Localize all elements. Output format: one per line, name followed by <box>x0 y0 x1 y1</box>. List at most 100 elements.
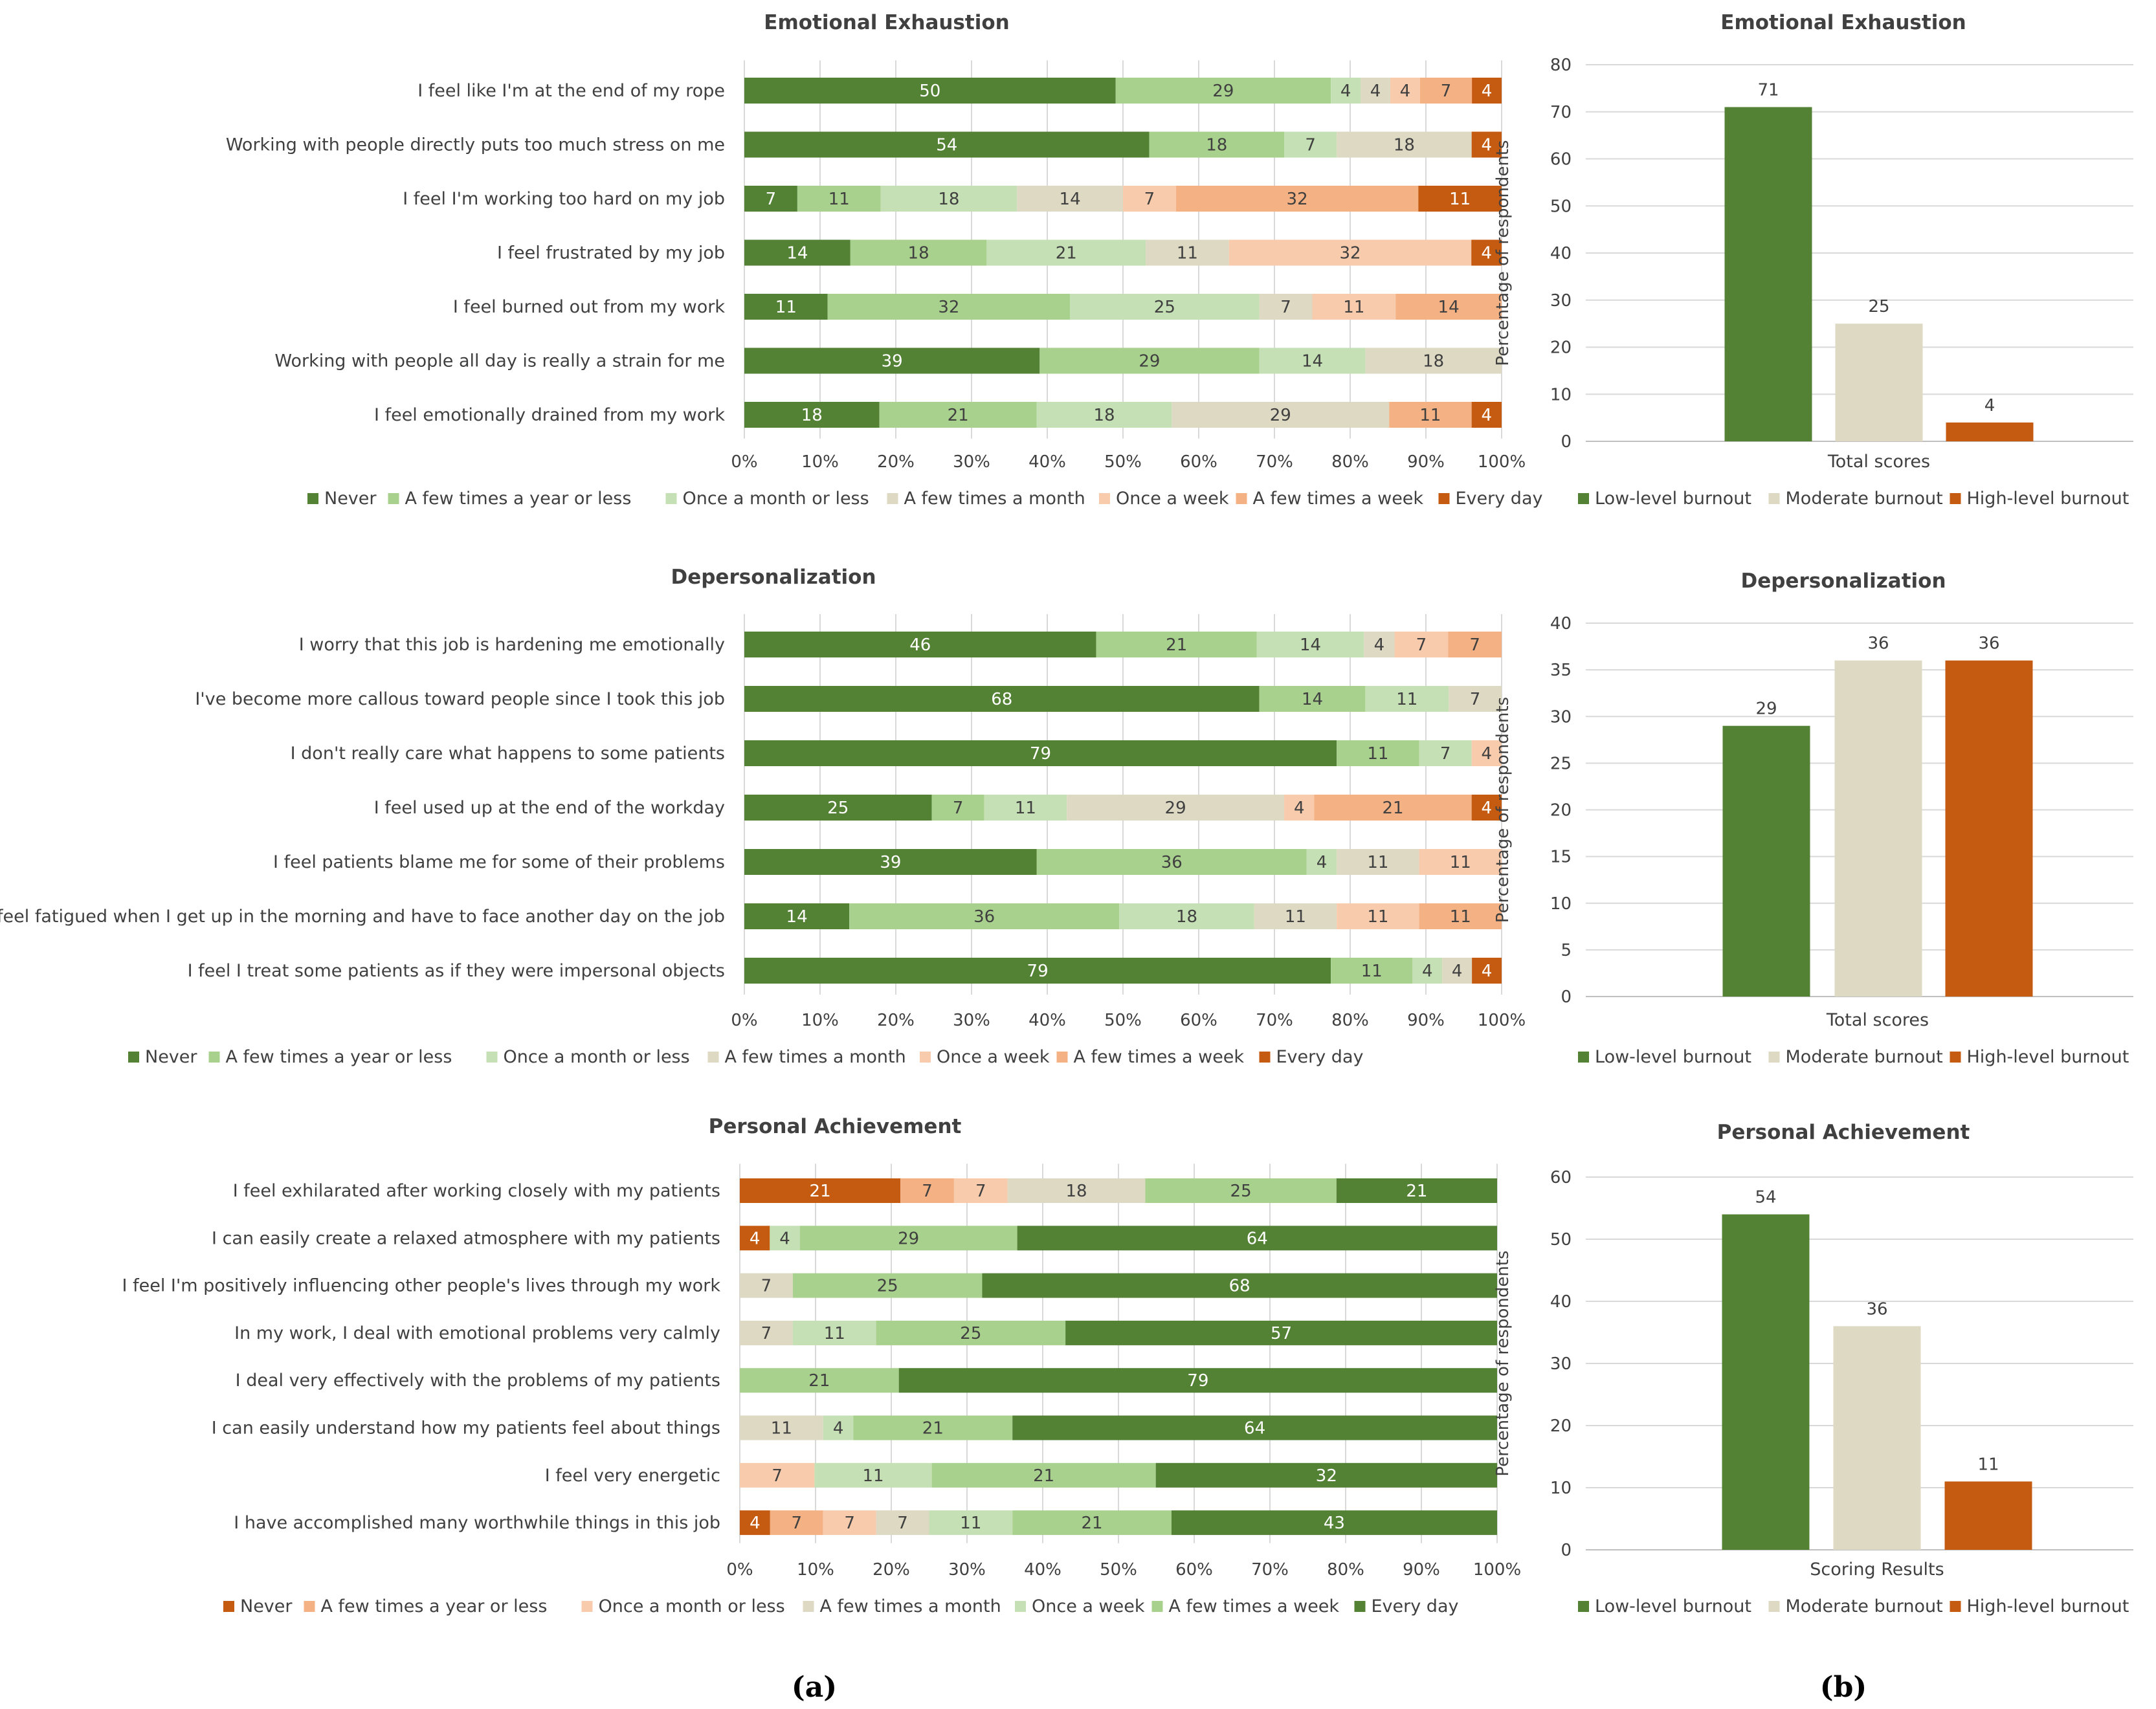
data-label: 36 <box>1161 853 1183 872</box>
bar-segment <box>1390 78 1420 104</box>
legend-label: Moderate burnout <box>1786 1596 1943 1616</box>
y-tick-label: 80 <box>1550 56 1572 75</box>
data-label: 32 <box>938 298 959 317</box>
y-tick-label: 30 <box>1550 291 1572 311</box>
data-label: 7 <box>1469 635 1480 655</box>
data-label: 7 <box>761 1277 772 1296</box>
chart-dp-total: Depersonalization 0 5 10 15 20 25 30 35 40 Percent… <box>1493 569 2133 1067</box>
bar-segment <box>1171 1510 1497 1536</box>
legend-swatch <box>1950 1052 1961 1063</box>
data-label: 36 <box>973 907 995 927</box>
chart-pa-items: Personal Achievement 0% 10% 20% 30% 40% 50% 60%… <box>122 1115 1522 1616</box>
category-label: I feel exhilarated after working closely… <box>233 1181 720 1201</box>
bar <box>1724 107 1812 442</box>
data-label: 25 <box>877 1277 898 1296</box>
x-tick-label: 20% <box>877 1011 915 1030</box>
y-tick-label: 20 <box>1550 338 1572 358</box>
chart-title: Depersonalization <box>1740 569 1946 593</box>
chart-title: Emotional Exhaustion <box>764 11 1009 34</box>
bar-segment <box>770 1226 800 1251</box>
legend-swatch <box>803 1601 814 1612</box>
x-tick-label: 50% <box>1104 452 1142 472</box>
data-label: 11 <box>828 190 850 209</box>
data-label: 4 <box>1481 244 1492 263</box>
bar-segment <box>984 795 1067 821</box>
data-label: 32 <box>1287 190 1308 209</box>
bar-segment <box>1412 958 1443 984</box>
bar-segment <box>1259 347 1366 374</box>
bar-segment <box>931 1462 1156 1488</box>
data-label: 11 <box>1449 190 1471 209</box>
data-label: 11 <box>1285 907 1306 927</box>
bar-segment <box>1314 795 1472 821</box>
data-label: 4 <box>1340 82 1351 101</box>
bar-segment <box>814 1462 932 1488</box>
category-label: I feel burned out from my work <box>453 297 725 317</box>
y-tick-label: 50 <box>1550 1230 1572 1250</box>
x-tick-label: 90% <box>1407 452 1445 472</box>
data-label: 11 <box>1450 907 1471 927</box>
bar-segment <box>744 294 828 320</box>
bar-segment <box>1284 131 1337 158</box>
chart-ee-items: Emotional Exhaustion 0% 10% 20% 30% 40% 50% 60%… <box>226 11 1543 509</box>
data-label: 18 <box>1423 352 1444 371</box>
legend-label: High-level burnout <box>1967 1596 2129 1616</box>
y-tick-label: 5 <box>1561 941 1572 960</box>
x-tick-label: 20% <box>872 1560 910 1580</box>
chart-title: Emotional Exhaustion <box>1720 11 1966 34</box>
legend-swatch <box>1768 493 1780 504</box>
data-label: 25 <box>1230 1182 1252 1201</box>
data-label: 4 <box>1370 82 1381 101</box>
data-label: 79 <box>1030 744 1051 764</box>
y-tick-label: 60 <box>1550 150 1572 170</box>
legend-label: Moderate burnout <box>1786 1047 1943 1067</box>
data-label: 21 <box>808 1371 830 1391</box>
data-label: 18 <box>1206 136 1227 155</box>
category-label: I feel patients blame me for some of the… <box>273 852 725 872</box>
x-tick-label: 70% <box>1256 452 1293 472</box>
bar-segment <box>1337 740 1419 766</box>
chart-ee-total: Emotional Exhaustion 0 10 20 30 40 50 60 70 80 Per… <box>1493 11 2133 509</box>
legend-label: Once a week <box>937 1047 1050 1067</box>
category-label: I can easily understand how my patients … <box>212 1418 720 1439</box>
bar-segment <box>770 1510 823 1536</box>
bar <box>1722 1214 1810 1550</box>
bar-segment <box>1361 78 1390 104</box>
legend-label: Once a month or less <box>504 1047 690 1067</box>
bar <box>1944 1481 2032 1550</box>
data-label: 21 <box>1033 1466 1054 1486</box>
data-label: 4 <box>1482 82 1493 101</box>
bar-segment <box>744 903 850 929</box>
y-tick-label: 40 <box>1550 1292 1572 1312</box>
legend-label: A few times a month <box>725 1047 906 1067</box>
data-label: 21 <box>948 406 969 425</box>
bar-segment <box>827 294 1071 320</box>
data-label: 11 <box>1177 244 1198 263</box>
data-label: 25 <box>1868 297 1889 316</box>
bar-segment <box>1365 347 1502 374</box>
data-label: 54 <box>1755 1188 1776 1207</box>
data-label: 4 <box>1317 853 1328 872</box>
data-label: 18 <box>938 190 959 209</box>
data-label: 11 <box>960 1514 981 1533</box>
bar-segment <box>740 1510 770 1536</box>
y-tick-label: 30 <box>1550 707 1572 727</box>
data-label: 4 <box>1482 744 1493 764</box>
chart-title: Depersonalization <box>671 566 876 589</box>
data-label: 7 <box>922 1182 933 1201</box>
category-label: I have accomplished many worthwhile thin… <box>234 1513 720 1533</box>
legend-label: Low-level burnout <box>1595 489 1751 509</box>
y-tick-label: 10 <box>1550 385 1572 404</box>
y-tick-label: 30 <box>1550 1354 1572 1374</box>
x-tick-label: 70% <box>1251 1560 1289 1580</box>
category-label: I feel frustrated by my job <box>497 243 725 263</box>
data-label: 7 <box>1440 744 1451 764</box>
data-label: 11 <box>1419 406 1441 425</box>
bar-segment <box>880 186 1017 212</box>
data-label: 32 <box>1316 1466 1337 1486</box>
x-tick-label: 10% <box>797 1560 834 1580</box>
bar-segment <box>1017 1226 1497 1251</box>
data-label: 68 <box>991 690 1012 709</box>
bar-segment <box>744 347 1040 374</box>
bar-segment <box>740 1462 815 1488</box>
